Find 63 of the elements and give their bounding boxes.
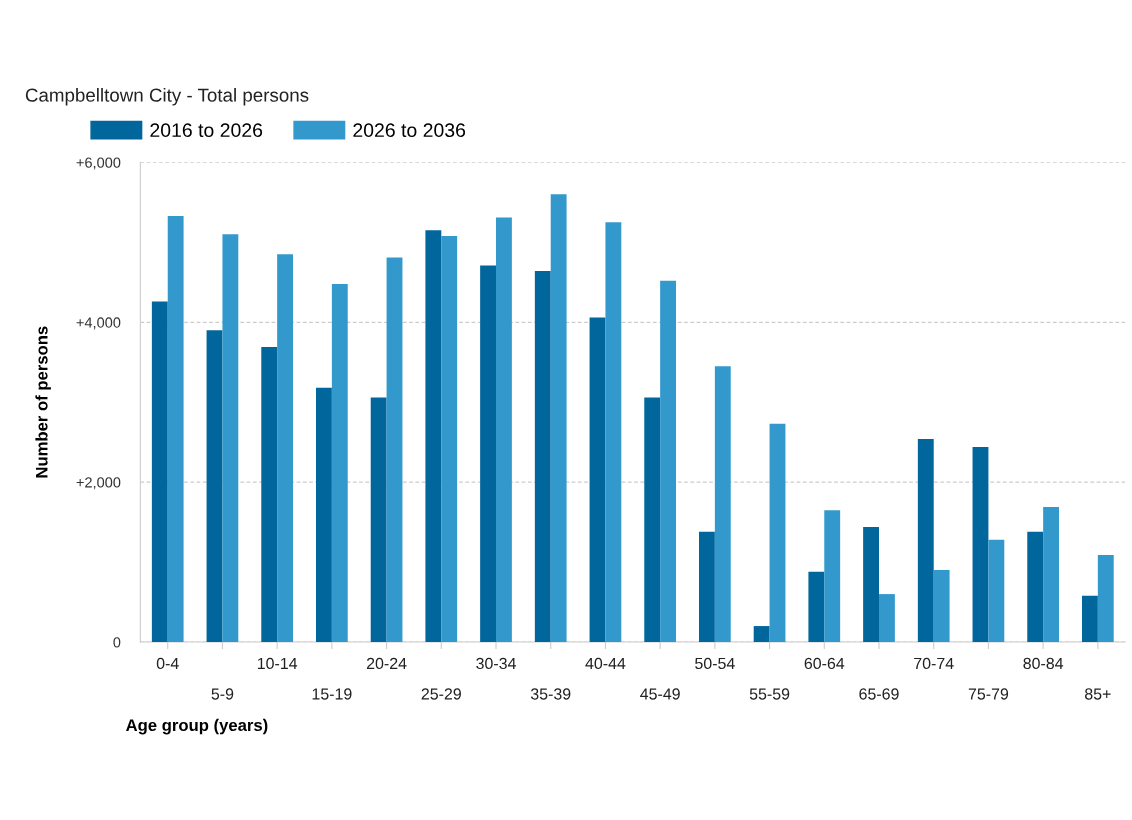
y-tick-label: +2,000 (76, 477, 121, 490)
x-tick-label: 55-59 (749, 688, 790, 700)
bar (1043, 506, 1059, 643)
x-tick-label: 25-29 (421, 688, 461, 700)
bar (824, 510, 841, 643)
bar (316, 387, 332, 643)
bar (605, 222, 622, 643)
y-tick-label: +4,000 (76, 317, 121, 330)
bar (863, 526, 879, 643)
bar (753, 626, 770, 643)
x-tick-label: 30-34 (476, 657, 516, 670)
bar (496, 217, 512, 643)
bar (550, 194, 567, 643)
bar (425, 230, 442, 643)
bar (660, 280, 677, 643)
bar (277, 254, 294, 643)
x-tick-label: 75-79 (968, 688, 1009, 700)
x-tick-label: 65-69 (859, 688, 899, 700)
x-tick-label: 40-44 (585, 657, 626, 670)
bar (698, 531, 715, 643)
bar (480, 265, 496, 643)
x-tick-label: 10-14 (257, 657, 298, 670)
bar (206, 330, 223, 643)
bar (534, 271, 551, 643)
x-tick-label: 60-64 (804, 657, 845, 670)
x-axis-title: Age group (years) (126, 718, 268, 735)
bar (167, 215, 184, 643)
x-tick-label: 85+ (1085, 688, 1111, 700)
bar (386, 257, 403, 643)
x-tick-label: 15-19 (312, 688, 352, 700)
chart-title: Campbelltown City - Total persons (25, 88, 309, 106)
bar (1027, 531, 1044, 643)
bar (933, 570, 950, 643)
x-tick-label: 80-84 (1023, 657, 1064, 670)
bar (972, 446, 989, 643)
x-tick-label: 45-49 (640, 688, 680, 700)
x-tick-label: 35-39 (530, 688, 571, 700)
y-tick-label: 0 (113, 637, 121, 648)
bar (151, 301, 168, 643)
bar (331, 283, 348, 643)
x-tick-label: 70-74 (914, 657, 954, 670)
legend-label: 2016 to 2026 (150, 123, 263, 138)
x-tick-label: 20-24 (366, 657, 407, 670)
bar (441, 235, 458, 643)
bar (988, 539, 1005, 643)
bar (808, 571, 825, 643)
bar (589, 317, 606, 643)
x-tick-label: 5-9 (211, 688, 234, 700)
y-tick-label: +6,000 (76, 157, 121, 170)
bar (917, 438, 934, 643)
bar (1081, 595, 1098, 643)
x-tick-label: 0-4 (156, 657, 179, 670)
bar (644, 397, 661, 643)
bar (879, 594, 895, 643)
bar (370, 397, 387, 643)
x-tick-label: 50-54 (695, 657, 735, 670)
y-axis-title: Number of persons (35, 326, 51, 478)
bar (1097, 554, 1114, 643)
bar (261, 347, 278, 643)
bar (222, 234, 239, 643)
bar (714, 366, 731, 643)
legend-label: 2026 to 2036 (353, 123, 466, 138)
bar (769, 423, 786, 643)
